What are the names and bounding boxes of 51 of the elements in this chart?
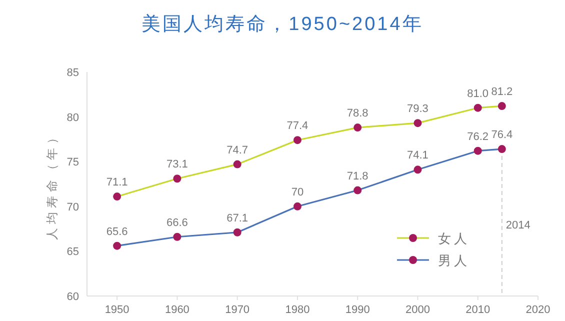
data-label: 71.1 bbox=[106, 176, 128, 189]
data-label: 79.3 bbox=[407, 103, 428, 116]
data-label: 71.8 bbox=[346, 170, 368, 182]
point bbox=[233, 160, 242, 168]
y-tick-label: 60 bbox=[66, 291, 79, 303]
point bbox=[293, 202, 302, 210]
data-label: 76.2 bbox=[467, 130, 489, 143]
x-tick-label: 2010 bbox=[466, 304, 490, 316]
point bbox=[474, 146, 482, 155]
data-label: 73.1 bbox=[166, 158, 188, 171]
x-tick-label: 2020 bbox=[526, 304, 550, 316]
point bbox=[354, 124, 362, 132]
data-label: 67.1 bbox=[226, 212, 248, 224]
x-tick-label: 2000 bbox=[405, 304, 430, 316]
x-tick-label: 1960 bbox=[164, 304, 190, 316]
data-label: 78.8 bbox=[346, 108, 368, 120]
data-label: 81.0 bbox=[467, 88, 489, 100]
y-tick-label: 75 bbox=[66, 156, 79, 169]
data-label: 66.6 bbox=[166, 216, 188, 229]
point bbox=[173, 174, 182, 183]
x-tick-label: 1970 bbox=[225, 304, 250, 316]
y-tick-label: 70 bbox=[66, 201, 79, 214]
x-tick-label: 1980 bbox=[285, 304, 310, 316]
data-label: 77.4 bbox=[286, 120, 308, 132]
legend-label: 男人 bbox=[438, 253, 470, 268]
x-tick-label: 1990 bbox=[345, 304, 370, 316]
point bbox=[354, 186, 362, 194]
y-axis-title: 人均寿命（年） bbox=[45, 128, 59, 240]
data-label: 74.7 bbox=[226, 144, 248, 156]
y-tick-label: 80 bbox=[66, 112, 79, 124]
point bbox=[113, 242, 122, 250]
data-label: 81.2 bbox=[491, 86, 513, 98]
data-label: 65.6 bbox=[106, 226, 128, 238]
point bbox=[414, 166, 422, 174]
data-label: 74.1 bbox=[407, 150, 428, 162]
point bbox=[474, 104, 482, 112]
point bbox=[498, 145, 506, 154]
point bbox=[414, 119, 422, 128]
point bbox=[173, 232, 182, 241]
y-tick-label: 85 bbox=[66, 67, 79, 79]
ref-line-label: 2014 bbox=[506, 220, 530, 232]
point bbox=[113, 192, 122, 201]
point bbox=[293, 136, 302, 144]
data-label: 70 bbox=[291, 186, 304, 198]
chart-title: 美国人均寿命，1950~2014年 bbox=[142, 13, 424, 35]
data-label: 76.4 bbox=[491, 129, 513, 142]
x-tick-label: 1950 bbox=[104, 304, 130, 316]
legend-label: 女人 bbox=[438, 231, 470, 246]
y-tick-label: 65 bbox=[66, 246, 79, 258]
point bbox=[233, 228, 242, 236]
point bbox=[498, 102, 506, 110]
